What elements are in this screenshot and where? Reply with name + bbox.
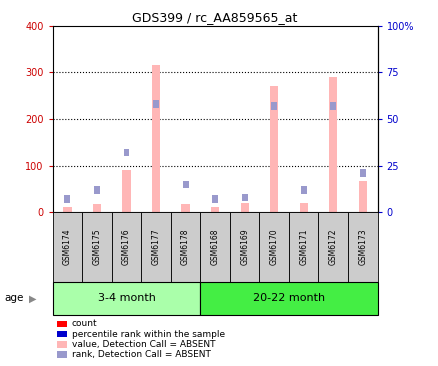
Text: GSM6172: GSM6172 xyxy=(328,229,337,265)
Text: count: count xyxy=(72,320,97,328)
Bar xyxy=(63,207,71,212)
Title: GDS399 / rc_AA859565_at: GDS399 / rc_AA859565_at xyxy=(132,11,297,25)
Bar xyxy=(288,212,318,282)
Bar xyxy=(122,170,131,212)
Bar xyxy=(53,282,200,315)
Bar xyxy=(300,186,306,194)
Text: percentile rank within the sample: percentile rank within the sample xyxy=(72,330,225,339)
Bar xyxy=(269,86,278,212)
Bar xyxy=(123,149,129,156)
Text: GSM6178: GSM6178 xyxy=(180,229,190,265)
Bar xyxy=(240,203,248,212)
Bar xyxy=(259,212,288,282)
Text: GSM6168: GSM6168 xyxy=(210,229,219,265)
Text: GSM6174: GSM6174 xyxy=(63,229,72,265)
Bar xyxy=(318,212,347,282)
Text: 3-4 month: 3-4 month xyxy=(97,293,155,303)
Bar xyxy=(358,180,366,212)
Text: GSM6177: GSM6177 xyxy=(151,229,160,265)
Bar xyxy=(328,77,337,212)
Text: GSM6175: GSM6175 xyxy=(92,229,101,265)
Text: rank, Detection Call = ABSENT: rank, Detection Call = ABSENT xyxy=(72,350,210,359)
Bar xyxy=(230,212,259,282)
Text: GSM6173: GSM6173 xyxy=(357,229,367,265)
Bar xyxy=(200,282,377,315)
Bar xyxy=(141,212,170,282)
Bar xyxy=(181,204,189,212)
Text: GSM6169: GSM6169 xyxy=(240,229,249,265)
Bar xyxy=(92,204,101,212)
Bar xyxy=(82,212,112,282)
Bar xyxy=(64,195,70,203)
Bar xyxy=(94,186,100,194)
Bar xyxy=(152,65,160,212)
Bar xyxy=(211,207,219,212)
Bar xyxy=(200,212,230,282)
Bar xyxy=(170,212,200,282)
Text: GSM6170: GSM6170 xyxy=(269,229,278,265)
Bar xyxy=(329,102,336,110)
Text: GSM6176: GSM6176 xyxy=(122,229,131,265)
Bar xyxy=(53,212,82,282)
Bar xyxy=(359,169,365,177)
Bar xyxy=(299,203,307,212)
Text: GSM6171: GSM6171 xyxy=(299,229,307,265)
Bar xyxy=(347,212,377,282)
Bar xyxy=(182,180,188,188)
Text: 20-22 month: 20-22 month xyxy=(252,293,324,303)
Text: value, Detection Call = ABSENT: value, Detection Call = ABSENT xyxy=(72,340,215,349)
Bar xyxy=(153,100,159,108)
Bar xyxy=(112,212,141,282)
Text: age: age xyxy=(4,293,24,303)
Bar xyxy=(212,195,218,203)
Bar xyxy=(241,194,247,201)
Text: ▶: ▶ xyxy=(28,293,36,303)
Bar xyxy=(271,102,276,110)
